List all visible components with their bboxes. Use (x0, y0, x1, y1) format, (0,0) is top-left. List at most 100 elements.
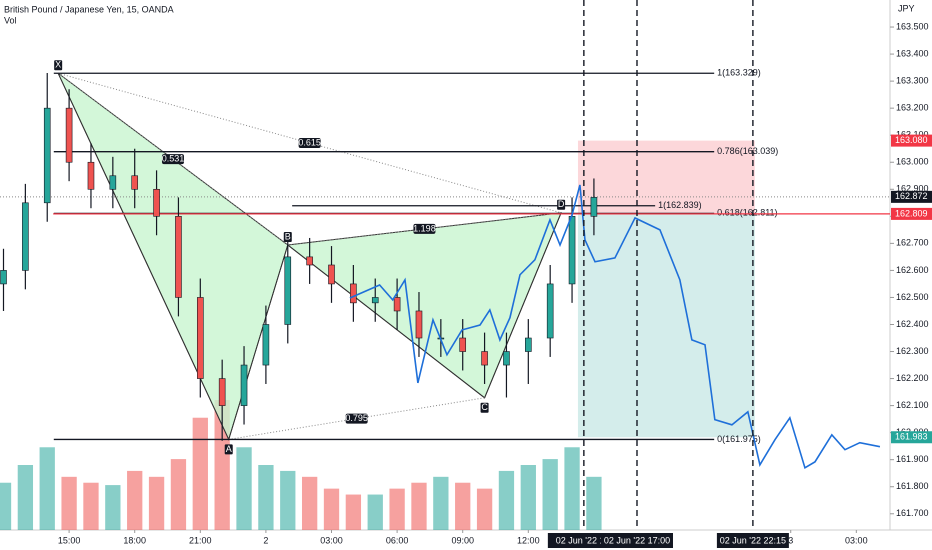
volume-bar (127, 470, 143, 530)
candle-body (503, 351, 510, 366)
x-tick-label: 15:00 (58, 535, 81, 545)
time-marker-label: 02 Jun '22 22:15 (720, 535, 786, 545)
pattern-area (57, 72, 289, 441)
fib-level-label: 1(162.839) (658, 200, 702, 210)
y-tick-label: 163.200 (896, 103, 929, 113)
point-box (557, 199, 566, 210)
volume-bar (520, 465, 536, 530)
risk-zone (577, 140, 755, 214)
fib-level-label: 0.618(162.811) (717, 208, 777, 218)
point-box (283, 231, 292, 242)
volume-bar (498, 470, 515, 530)
volume-bar (148, 476, 165, 530)
y-tick-label: 163.300 (896, 75, 929, 85)
volume-bar (17, 465, 34, 530)
ratio-box (345, 413, 368, 424)
reward-zone (577, 213, 755, 438)
candle-body (481, 351, 488, 366)
ratio-label: 1.198 (413, 223, 436, 233)
point-label: D (558, 199, 565, 209)
y-tick-label: 162.900 (896, 184, 929, 194)
point-label: B (285, 231, 291, 241)
volume-bar (542, 459, 558, 530)
price-label: 162.872 (895, 191, 928, 201)
candle-body (590, 197, 598, 217)
candle-body (175, 216, 182, 298)
ratio-label: 0.531 (162, 154, 185, 164)
x-tick-label: 03:00 (320, 535, 343, 545)
ratio-line (287, 212, 562, 246)
candle-body (153, 188, 160, 217)
price-label: 161.983 (895, 432, 928, 442)
volume-bar (345, 494, 362, 530)
volume-bar (83, 482, 99, 530)
y-tick-label: 161.700 (896, 508, 929, 518)
ratio-label: 0.615 (298, 137, 321, 147)
volume-bar (236, 447, 252, 530)
x-tick-label: 12:00 (517, 535, 540, 545)
volume-bar (192, 417, 208, 530)
volume-bar (323, 488, 340, 530)
candle-body (197, 297, 204, 379)
volume-bar (258, 465, 274, 530)
y-tick-label: 163.000 (896, 157, 929, 167)
ratio-label: 0.795 (345, 413, 368, 423)
volume-bar (455, 482, 471, 530)
fib-level-label: 1(163.329) (717, 68, 761, 78)
point-box (480, 402, 489, 413)
y-tick-label: 162.500 (896, 292, 929, 302)
candle-body (328, 264, 335, 285)
candle-body (525, 337, 532, 352)
candle-body (109, 175, 117, 190)
candle-body (393, 297, 401, 312)
fib-level-label: 0(161.975) (717, 434, 761, 444)
price-label-box (891, 190, 932, 203)
candle-body (371, 297, 379, 304)
y-tick-label: 162.200 (896, 373, 929, 383)
volume-bar (39, 447, 55, 530)
volume-label: Vol (4, 15, 17, 25)
candle-body (65, 107, 73, 163)
volume-bar (301, 476, 318, 530)
ratio-box (161, 154, 184, 165)
y-tick-label: 162.400 (896, 319, 929, 329)
volume-bar (367, 494, 383, 530)
x-tick-label: 06:00 (386, 535, 409, 545)
time-marker-box (600, 533, 673, 548)
candle-body (218, 378, 226, 406)
pattern-area (286, 212, 562, 399)
volume-bar (105, 485, 121, 530)
volume-bar (586, 476, 602, 530)
y-tick-label: 162.600 (896, 265, 929, 275)
price-label-box (891, 134, 932, 147)
candle-body (22, 202, 29, 271)
candle-body (262, 324, 270, 366)
volume-bar (0, 482, 12, 530)
candle-body (546, 283, 554, 339)
candle-body (306, 256, 313, 266)
y-tick-label: 161.800 (896, 481, 929, 491)
point-box (224, 444, 233, 455)
volume-bar (476, 488, 493, 530)
candle-body (415, 310, 423, 339)
y-tick-label: 163.100 (896, 130, 929, 140)
volume-bar (433, 476, 449, 530)
x-tick-label: 18:00 (123, 535, 146, 545)
x-tick-label: 3 (788, 535, 793, 545)
point-box (54, 60, 63, 71)
point-label: A (226, 444, 232, 454)
candle-body (240, 364, 248, 406)
y-tick-label: 161.900 (896, 454, 929, 464)
y-tick-label: 162.300 (896, 346, 929, 356)
volume-bar (280, 470, 296, 530)
y-tick-label: 163.500 (896, 21, 929, 31)
price-label-box (891, 207, 932, 220)
time-marker-label: 02 Jun '22 14: (556, 535, 612, 545)
x-tick-label: 2 (263, 535, 268, 545)
time-marker-box (716, 533, 789, 548)
x-tick-label: 03:00 (845, 535, 868, 545)
volume-bar (564, 447, 580, 530)
price-label: 163.080 (895, 135, 928, 145)
x-tick-label: 09:00 (451, 535, 474, 545)
